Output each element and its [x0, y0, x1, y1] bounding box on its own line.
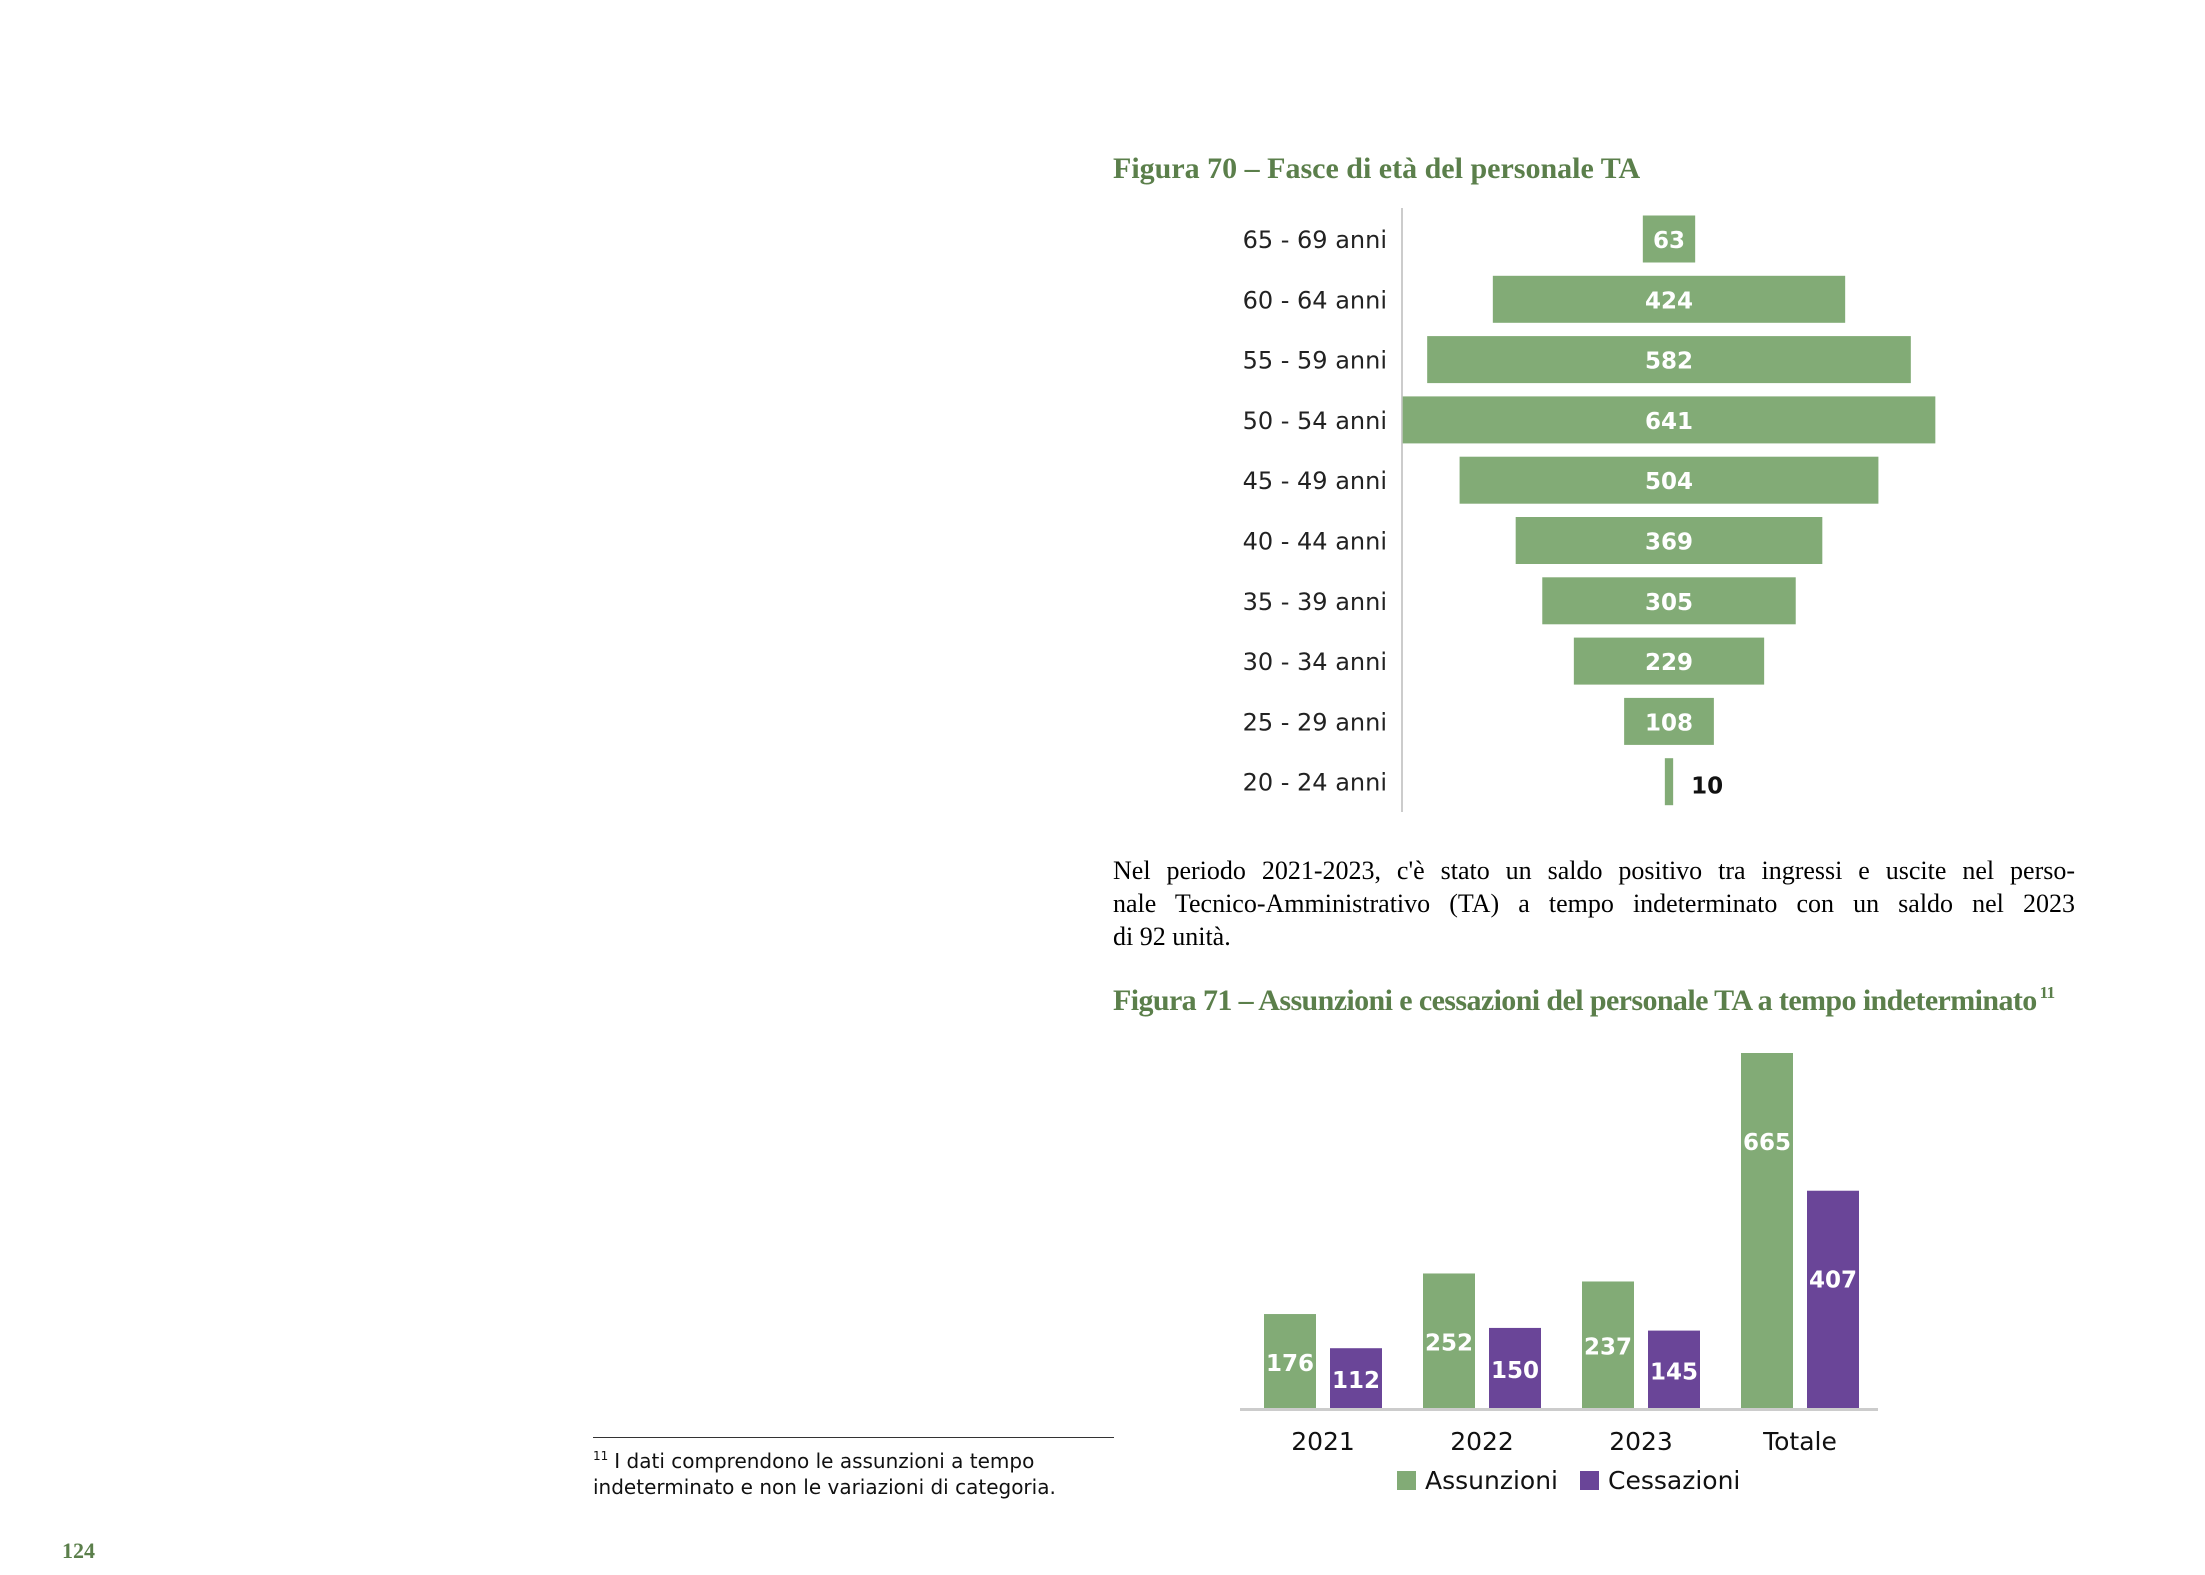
value-label-assunzioni-2023: 237	[1584, 1335, 1632, 1361]
age-category-label-0: 65 - 69 anni	[1243, 226, 1387, 254]
hires-terminations-chart: 176 112 2021 252 150 2022 237 145 2023 665 407 Tota…	[1240, 1053, 1878, 1456]
age-bar-8	[1624, 697, 1714, 745]
age-value-label-8: 108	[1645, 710, 1693, 736]
paragraph-line-3: di 92 unità.	[1113, 922, 1231, 951]
age-bar-7	[1573, 637, 1765, 685]
paragraph-line-2: nale Tecnico-Amministrativo (TA) a tempo…	[1113, 889, 2075, 918]
age-category-label-4: 45 - 49 anni	[1243, 467, 1387, 495]
legend-item-cessazioni: Cessazioni	[1580, 1466, 1740, 1495]
value-label-assunzioni-totale: 665	[1743, 1130, 1791, 1156]
bar-assunzioni-2023	[1582, 1281, 1634, 1408]
age-value-label-0: 63	[1653, 228, 1685, 254]
age-bar-4	[1459, 456, 1879, 504]
legend-item-assunzioni: Assunzioni	[1397, 1466, 1558, 1495]
footnote-text: I dati comprendono le assunzioni a tempo…	[593, 1449, 1056, 1499]
age-value-label-7: 229	[1645, 650, 1693, 676]
footnote: 11 I dati comprendono le assunzioni a tem…	[593, 1443, 1153, 1500]
age-value-label-5: 369	[1645, 530, 1693, 556]
bar-cessazioni-totale	[1807, 1190, 1859, 1408]
value-label-assunzioni-2022: 252	[1425, 1331, 1473, 1357]
value-label-cessazioni-totale: 407	[1809, 1268, 1857, 1294]
chart-71-legend: Assunzioni Cessazioni	[1397, 1466, 1740, 1495]
age-value-label-9: 10	[1691, 774, 1723, 800]
legend-label-cessazioni: Cessazioni	[1608, 1466, 1741, 1495]
footnote-divider	[593, 1437, 1114, 1438]
figure-71-title: Figura 71 – Assunzioni e cessazioni del …	[1113, 983, 2055, 1018]
value-label-cessazioni-2023: 145	[1650, 1359, 1698, 1385]
age-category-label-9: 20 - 24 anni	[1243, 769, 1387, 797]
age-bar-9	[1664, 758, 1674, 806]
age-value-label-3: 641	[1645, 409, 1693, 435]
value-label-cessazioni-2022: 150	[1491, 1358, 1539, 1384]
age-value-label-2: 582	[1645, 349, 1693, 375]
bar-cessazioni-2021	[1330, 1348, 1382, 1408]
value-label-cessazioni-2021: 112	[1332, 1368, 1380, 1394]
body-paragraph: Nel periodo 2021-2023, c'è stato un sald…	[1113, 854, 2075, 953]
age-category-label-1: 60 - 64 anni	[1243, 286, 1387, 314]
value-label-assunzioni-2021: 176	[1266, 1351, 1314, 1377]
age-value-label-6: 305	[1645, 590, 1693, 616]
paragraph-line-1: Nel periodo 2021-2023, c'è stato un sald…	[1113, 856, 2075, 885]
age-bar-6	[1542, 577, 1796, 625]
legend-swatch-cessazioni	[1580, 1471, 1599, 1490]
age-category-label-6: 35 - 39 anni	[1243, 588, 1387, 616]
bar-assunzioni-2022	[1423, 1273, 1475, 1408]
age-band-chart: 65 - 69 anni 63 60 - 64 anni 424 55 - 59 ann…	[1243, 208, 1936, 812]
age-category-label-2: 55 - 59 anni	[1243, 347, 1387, 375]
bar-cessazioni-2023	[1648, 1330, 1700, 1408]
bar-cessazioni-2022	[1489, 1327, 1541, 1408]
age-category-label-5: 40 - 44 anni	[1243, 528, 1387, 556]
figure-70-title: Figura 70 – Fasce di età del personale T…	[1113, 152, 1641, 185]
x-tick-label-2023: 2023	[1609, 1427, 1673, 1456]
age-category-label-8: 25 - 29 anni	[1243, 708, 1387, 736]
age-bar-3	[1402, 396, 1936, 444]
x-tick-label-2021: 2021	[1291, 1427, 1355, 1456]
bar-assunzioni-totale	[1741, 1053, 1793, 1408]
age-bar-0	[1642, 215, 1696, 263]
figure-71-title-text: Figura 71 – Assunzioni e cessazioni del …	[1113, 984, 2037, 1017]
age-value-label-1: 424	[1645, 288, 1693, 314]
age-category-label-3: 50 - 54 anni	[1243, 407, 1387, 435]
age-category-label-7: 30 - 34 anni	[1243, 648, 1387, 676]
age-value-label-4: 504	[1645, 469, 1693, 495]
age-bar-1	[1492, 275, 1846, 323]
age-bar-2	[1427, 336, 1911, 384]
page-number: 124	[62, 1538, 95, 1563]
age-bar-5	[1515, 517, 1823, 564]
x-tick-label-2022: 2022	[1450, 1427, 1514, 1456]
legend-swatch-assunzioni	[1397, 1471, 1416, 1490]
x-tick-label-totale: Totale	[1762, 1427, 1837, 1456]
legend-label-assunzioni: Assunzioni	[1425, 1466, 1558, 1495]
figure-71-footnote-ref: 11	[2039, 983, 2055, 1002]
footnote-mark: 11	[593, 1449, 609, 1463]
bar-assunzioni-2021	[1264, 1314, 1316, 1408]
